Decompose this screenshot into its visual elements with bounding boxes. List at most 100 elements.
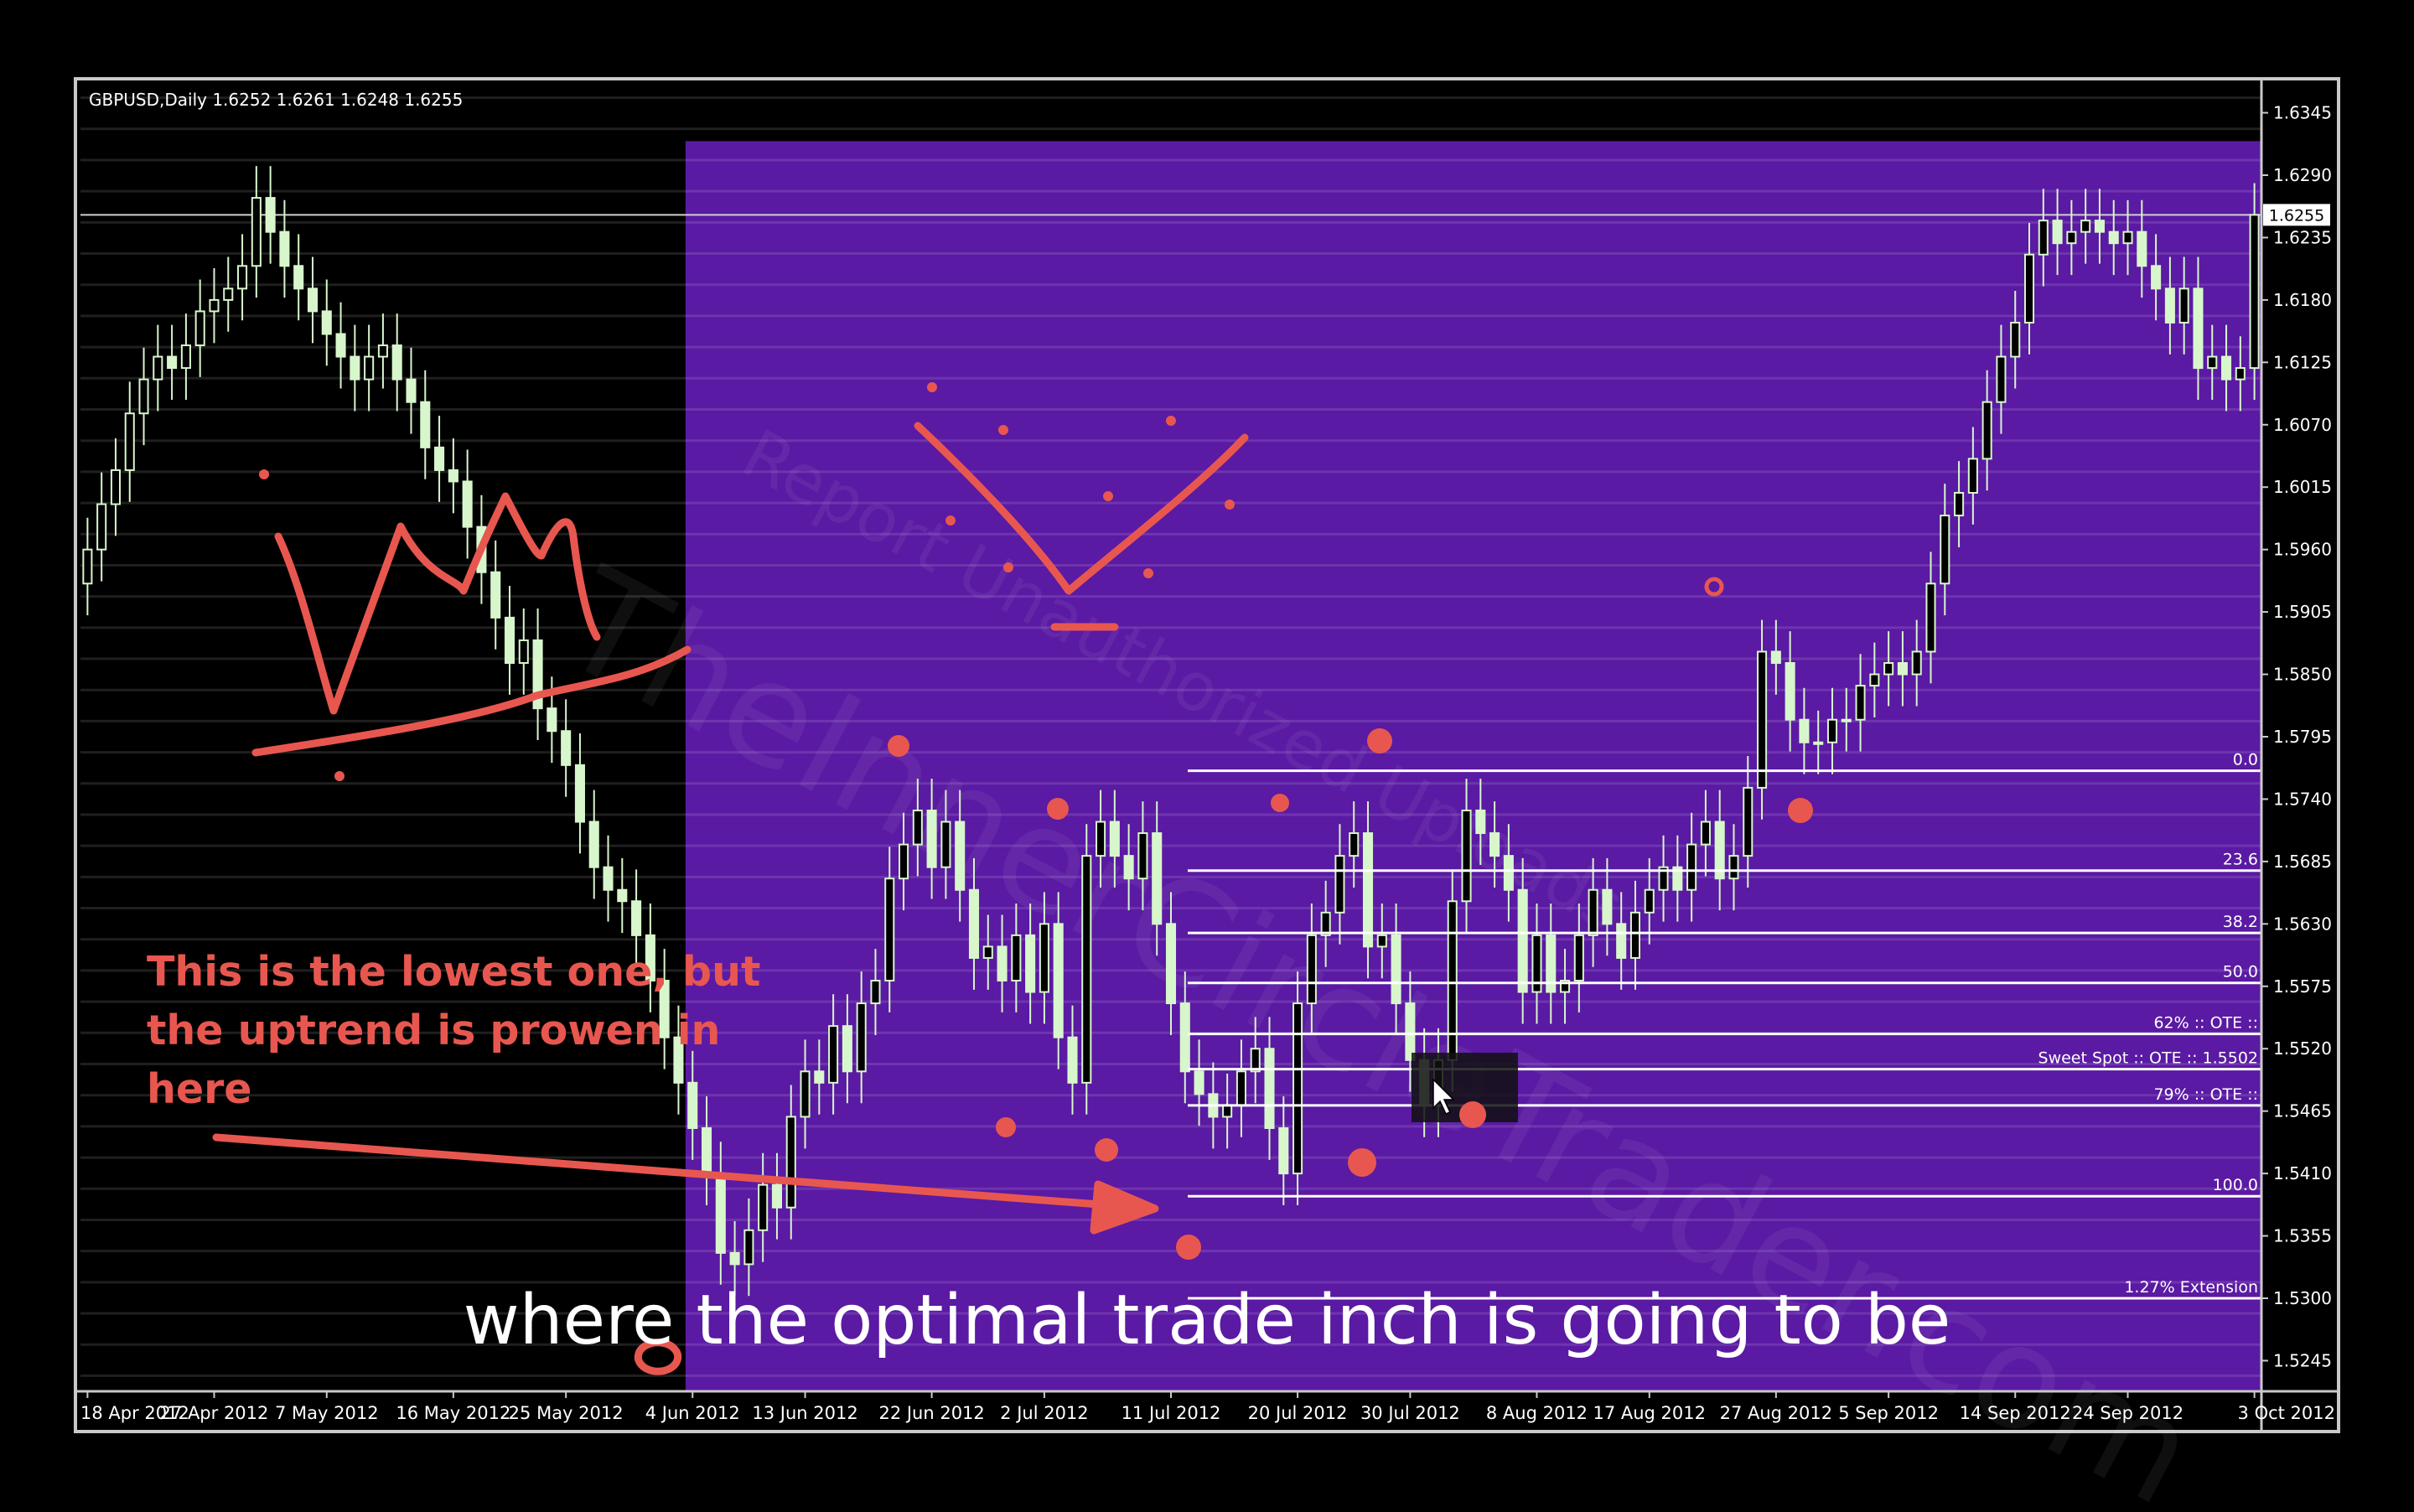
candle-body (1278, 1126, 1289, 1175)
candle-body (180, 344, 191, 370)
candle-body (1489, 832, 1500, 857)
candle-body (1039, 923, 1049, 993)
candle-body (1334, 855, 1345, 914)
candle-body (1954, 491, 1965, 517)
x-tick-label: 3 Oct 2012 (2238, 1403, 2335, 1423)
candle-body (1967, 458, 1978, 494)
candle-body (659, 980, 670, 1038)
current-price-tag: 1.6255 (2263, 204, 2330, 226)
candle-body (1560, 980, 1571, 993)
candle-body (884, 878, 895, 982)
candle-body (926, 809, 937, 868)
candle-body (997, 945, 1008, 982)
x-tick-label: 17 Aug 2012 (1593, 1403, 1706, 1423)
fib-level-label: Sweet Spot :: OTE :: 1.5502 (2038, 1049, 2258, 1068)
candle-body (2178, 287, 2189, 324)
candle-body (743, 1229, 754, 1266)
candle-body (574, 764, 585, 823)
candle-body (1996, 355, 2007, 403)
candle-body (279, 230, 290, 267)
candle-body (1714, 821, 1725, 880)
candle-body (1306, 934, 1317, 1005)
candle-body (209, 298, 220, 313)
candle-body (1700, 821, 1711, 846)
candle-body (2038, 220, 2049, 256)
candle-body (2249, 214, 2260, 370)
candle-body (1194, 1070, 1204, 1095)
candle-body (1250, 1048, 1261, 1073)
ink-mark-arrow-head (1090, 1180, 1159, 1235)
candle-body (1629, 911, 1641, 959)
candle-body (237, 265, 248, 290)
x-tick-label: 5 Sep 2012 (1838, 1403, 1939, 1423)
candle-body (2052, 220, 2063, 245)
ink-mark-left-swing (274, 492, 601, 715)
candle-body (1531, 934, 1542, 993)
candle-body (110, 469, 122, 505)
candle-body (1391, 934, 1401, 1005)
candle-body (1475, 809, 1486, 835)
candle-body (2094, 220, 2105, 233)
y-tick-label: 1.6235 (2273, 227, 2332, 247)
x-tick-label: 18 Apr 2012 (80, 1403, 189, 1423)
candle-body (1616, 923, 1627, 959)
x-tick-label: 24 Sep 2012 (2072, 1403, 2183, 1423)
candle-body (758, 1183, 769, 1231)
candle-body (1109, 821, 1120, 857)
y-tick-label: 1.6345 (2273, 103, 2332, 123)
highlight-zone (685, 141, 2261, 1391)
candle-body (982, 945, 993, 959)
candle-body (1053, 923, 1064, 1038)
candle-body (2151, 265, 2162, 290)
candle-body (1672, 866, 1683, 891)
candle-body (251, 197, 262, 267)
candle-body (955, 821, 966, 891)
candle-body (2193, 287, 2204, 370)
candle-body (1025, 934, 1036, 993)
candle-body (2137, 230, 2147, 267)
y-tick-label: 1.5685 (2273, 852, 2332, 872)
cursor-icon (1432, 1078, 1455, 1115)
candle-body (856, 1002, 867, 1073)
y-tick-label: 1.6290 (2273, 165, 2332, 185)
y-tick-label: 1.5905 (2273, 602, 2332, 622)
candle-body (1320, 911, 1331, 936)
candle-body (518, 639, 529, 665)
candle-body (1855, 685, 1866, 721)
candle-body (82, 548, 93, 585)
candle-body (1349, 832, 1360, 857)
candle-body (364, 355, 375, 381)
candle-body (2164, 287, 2175, 324)
candle-body (617, 888, 628, 903)
x-tick-label: 27 Apr 2012 (160, 1403, 269, 1423)
y-tick-label: 1.6070 (2273, 415, 2332, 435)
candle-body (631, 900, 642, 936)
candle-body (1137, 832, 1148, 880)
candle-body (2108, 230, 2119, 245)
candle-body (828, 1025, 839, 1084)
candle-body (771, 1183, 782, 1209)
candle-body (1799, 718, 1810, 743)
candle-body (1461, 809, 1472, 903)
candle-body (968, 888, 980, 959)
fib-level-label: 79% :: OTE :: (2153, 1085, 2258, 1104)
candle-body (1376, 934, 1387, 948)
candle-body (785, 1116, 796, 1209)
candle-body (715, 1173, 726, 1254)
candle-body (1757, 650, 1768, 789)
candle-body (1602, 888, 1613, 925)
y-tick-label: 1.5410 (2273, 1163, 2332, 1183)
y-tick-label: 1.5465 (2273, 1101, 2332, 1121)
x-tick-label: 2 Jul 2012 (1000, 1403, 1089, 1423)
candle-body (1981, 401, 1992, 460)
candle-body (265, 197, 276, 233)
candle-body (2207, 355, 2218, 370)
candle-body (1081, 855, 1092, 1084)
candle-body (1813, 741, 1824, 745)
candle-body (1869, 673, 1880, 687)
x-tick-label: 13 Jun 2012 (752, 1403, 857, 1423)
candle-body (391, 344, 402, 381)
y-tick-label: 1.5795 (2273, 727, 2332, 747)
candle-body (1405, 1002, 1416, 1061)
